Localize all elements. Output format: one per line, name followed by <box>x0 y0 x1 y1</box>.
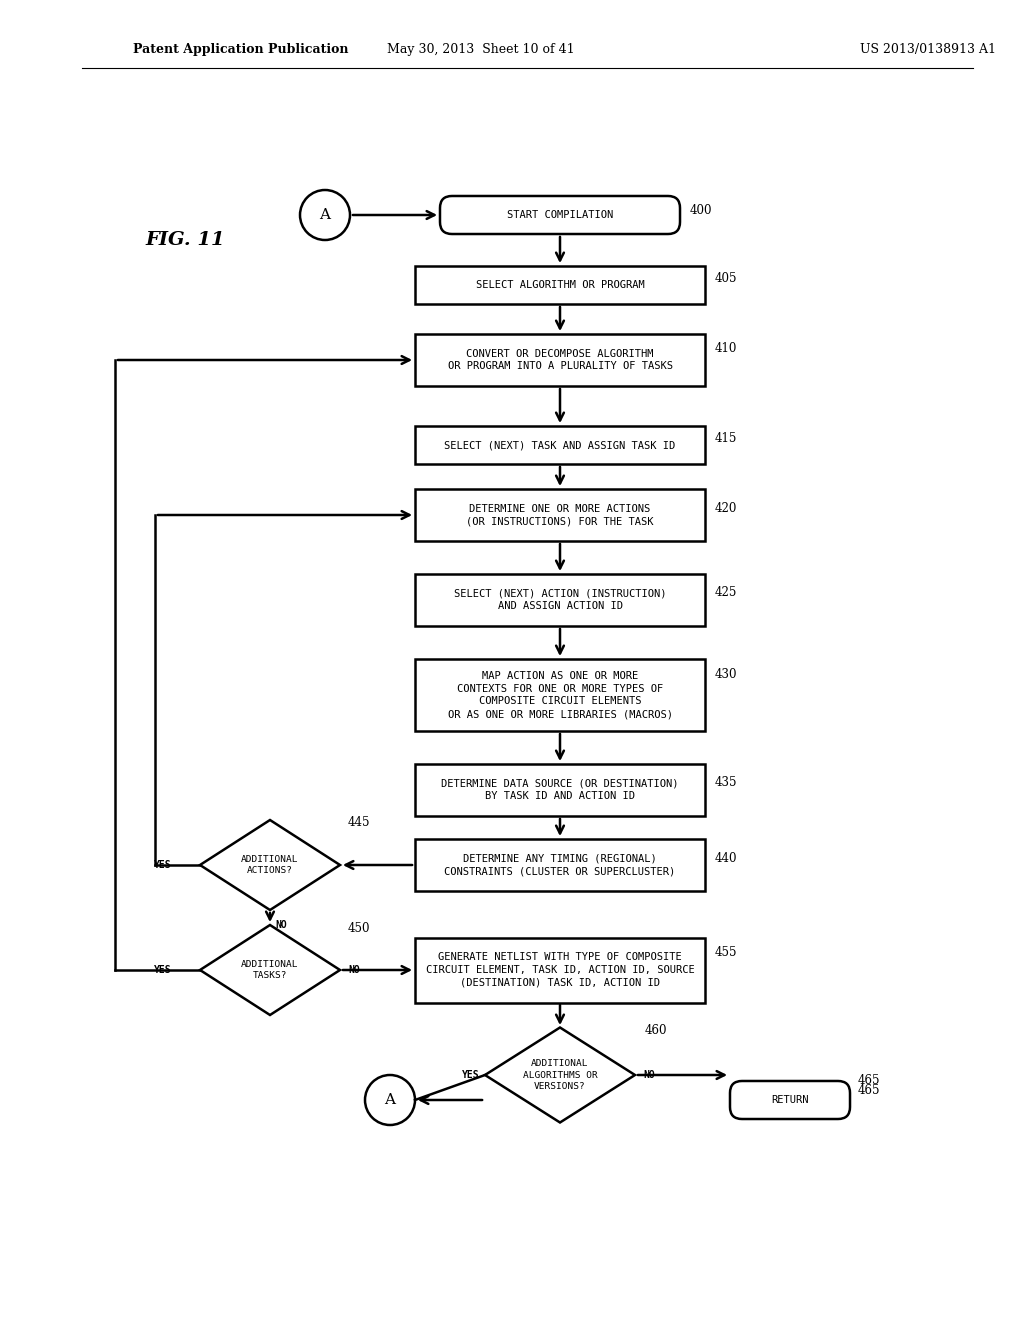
FancyBboxPatch shape <box>730 1081 850 1119</box>
FancyBboxPatch shape <box>415 659 705 731</box>
Text: 450: 450 <box>348 921 371 935</box>
FancyBboxPatch shape <box>415 840 705 891</box>
Text: 455: 455 <box>715 945 737 958</box>
Text: DETERMINE ANY TIMING (REGIONAL)
CONSTRAINTS (CLUSTER OR SUPERCLUSTER): DETERMINE ANY TIMING (REGIONAL) CONSTRAI… <box>444 854 676 876</box>
Polygon shape <box>200 925 340 1015</box>
Circle shape <box>300 190 350 240</box>
Text: ADDITIONAL
ALGORITHMS OR
VERSIONS?: ADDITIONAL ALGORITHMS OR VERSIONS? <box>522 1060 597 1090</box>
Text: SELECT (NEXT) ACTION (INSTRUCTION)
AND ASSIGN ACTION ID: SELECT (NEXT) ACTION (INSTRUCTION) AND A… <box>454 589 667 611</box>
Text: May 30, 2013  Sheet 10 of 41: May 30, 2013 Sheet 10 of 41 <box>387 44 575 57</box>
FancyBboxPatch shape <box>415 488 705 541</box>
Text: DETERMINE ONE OR MORE ACTIONS
(OR INSTRUCTIONS) FOR THE TASK: DETERMINE ONE OR MORE ACTIONS (OR INSTRU… <box>466 504 653 527</box>
FancyBboxPatch shape <box>415 574 705 626</box>
Text: 400: 400 <box>690 203 713 216</box>
Text: ADDITIONAL
TASKS?: ADDITIONAL TASKS? <box>242 960 299 979</box>
Text: START COMPILATION: START COMPILATION <box>507 210 613 220</box>
Text: 460: 460 <box>645 1023 668 1036</box>
Text: MAP ACTION AS ONE OR MORE
CONTEXTS FOR ONE OR MORE TYPES OF
COMPOSITE CIRCUIT EL: MAP ACTION AS ONE OR MORE CONTEXTS FOR O… <box>447 671 673 719</box>
Text: US 2013/0138913 A1: US 2013/0138913 A1 <box>860 44 996 57</box>
Text: YES: YES <box>155 965 172 975</box>
Text: RETURN: RETURN <box>771 1096 809 1105</box>
Text: A: A <box>319 209 331 222</box>
Text: CONVERT OR DECOMPOSE ALGORITHM
OR PROGRAM INTO A PLURALITY OF TASKS: CONVERT OR DECOMPOSE ALGORITHM OR PROGRA… <box>447 348 673 371</box>
Text: NO: NO <box>348 965 359 975</box>
Text: Patent Application Publication: Patent Application Publication <box>133 44 348 57</box>
FancyBboxPatch shape <box>415 937 705 1002</box>
Text: NO: NO <box>275 920 287 931</box>
Text: 425: 425 <box>715 586 737 599</box>
FancyBboxPatch shape <box>415 764 705 816</box>
Polygon shape <box>200 820 340 909</box>
FancyBboxPatch shape <box>440 195 680 234</box>
Text: 435: 435 <box>715 776 737 789</box>
FancyBboxPatch shape <box>415 426 705 465</box>
Text: 405: 405 <box>715 272 737 285</box>
FancyBboxPatch shape <box>415 267 705 304</box>
Text: 410: 410 <box>715 342 737 355</box>
Text: GENERATE NETLIST WITH TYPE OF COMPOSITE
CIRCUIT ELEMENT, TASK ID, ACTION ID, SOU: GENERATE NETLIST WITH TYPE OF COMPOSITE … <box>426 952 694 987</box>
Text: SELECT (NEXT) TASK AND ASSIGN TASK ID: SELECT (NEXT) TASK AND ASSIGN TASK ID <box>444 440 676 450</box>
Text: 465: 465 <box>858 1084 881 1097</box>
Text: ADDITIONAL
ACTIONS?: ADDITIONAL ACTIONS? <box>242 855 299 875</box>
Text: 415: 415 <box>715 432 737 445</box>
Text: 445: 445 <box>348 816 371 829</box>
Text: FIG. 11: FIG. 11 <box>145 231 224 249</box>
Circle shape <box>365 1074 415 1125</box>
FancyBboxPatch shape <box>415 334 705 385</box>
Text: 465: 465 <box>858 1074 881 1088</box>
Text: YES: YES <box>155 861 172 870</box>
Text: SELECT ALGORITHM OR PROGRAM: SELECT ALGORITHM OR PROGRAM <box>475 280 644 290</box>
Text: A: A <box>384 1093 395 1107</box>
Polygon shape <box>485 1027 635 1122</box>
Text: NO: NO <box>643 1071 654 1080</box>
Text: 420: 420 <box>715 502 737 515</box>
Text: 440: 440 <box>715 851 737 865</box>
Text: YES: YES <box>463 1071 480 1080</box>
Text: 430: 430 <box>715 668 737 681</box>
Text: DETERMINE DATA SOURCE (OR DESTINATION)
BY TASK ID AND ACTION ID: DETERMINE DATA SOURCE (OR DESTINATION) B… <box>441 779 679 801</box>
